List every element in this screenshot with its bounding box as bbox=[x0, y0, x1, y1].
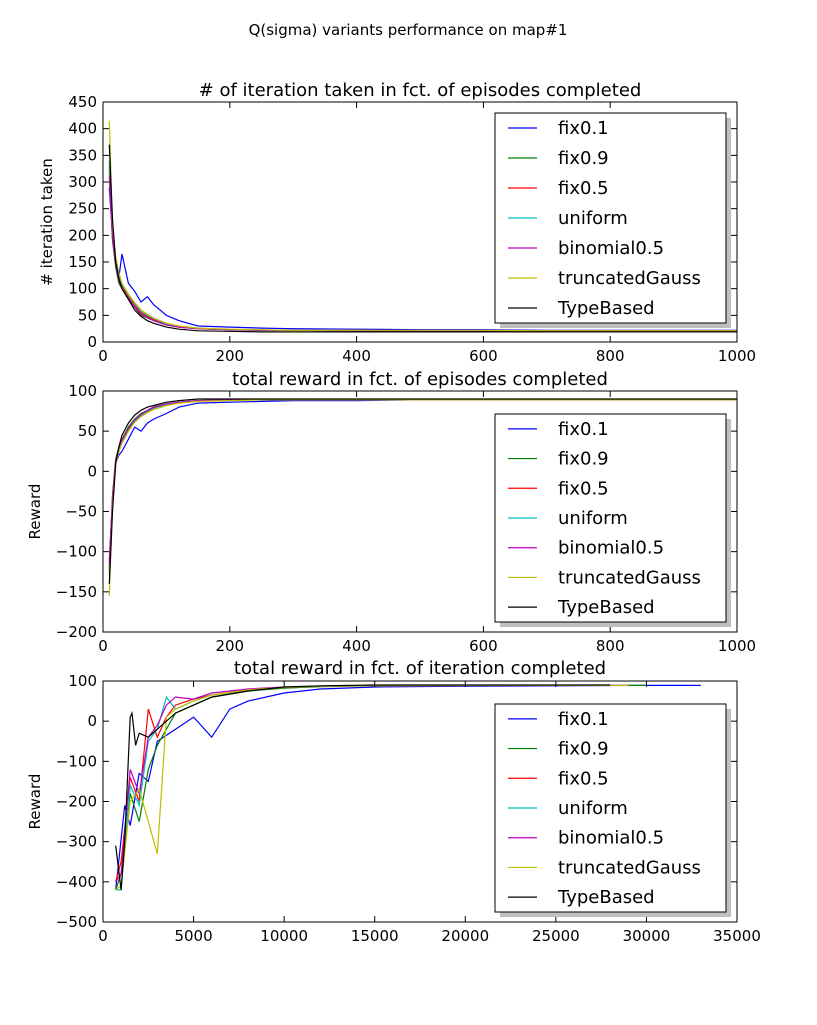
y-tick-label: −50 bbox=[65, 503, 97, 521]
legend-label-fix0.9: fix0.9 bbox=[558, 449, 609, 470]
legend: fix0.1 fix0.9 fix0.5 uniform binomial0.5 trun… bbox=[494, 413, 731, 627]
chart-panel-3: total reward in fct. of iteration comple… bbox=[26, 658, 761, 945]
x-tick-label: 25000 bbox=[532, 927, 580, 945]
y-tick-label: −200 bbox=[56, 623, 97, 641]
y-tick-label: 50 bbox=[78, 306, 97, 324]
y-tick-label: −300 bbox=[56, 833, 97, 851]
series-line-truncatedGauss bbox=[115, 684, 629, 891]
legend-label-uniform: uniform bbox=[558, 208, 628, 229]
x-tick-label: 35000 bbox=[713, 927, 761, 945]
legend-label-uniform: uniform bbox=[558, 798, 628, 819]
y-axis-label: Reward bbox=[26, 774, 44, 830]
series-line-truncatedGauss bbox=[108, 399, 737, 596]
chart-panel-2: total reward in fct. of episodes complet… bbox=[26, 369, 756, 655]
legend-label-fix0.5: fix0.5 bbox=[558, 478, 609, 499]
x-tick-label: 800 bbox=[596, 637, 625, 655]
x-tick-label: 400 bbox=[342, 637, 371, 655]
chart-panels: # of iteration taken in fct. of episodes… bbox=[26, 80, 761, 945]
y-tick-label: 200 bbox=[68, 226, 97, 244]
x-tick-label: 600 bbox=[469, 347, 498, 365]
y-tick-label: 100 bbox=[68, 672, 97, 690]
y-tick-label: −100 bbox=[56, 543, 97, 561]
legend-label-fix0.5: fix0.5 bbox=[558, 768, 609, 789]
y-tick-label: 0 bbox=[87, 333, 97, 351]
y-tick-label: −500 bbox=[56, 913, 97, 931]
x-tick-label: 20000 bbox=[441, 927, 489, 945]
series-line-TypeBased bbox=[108, 398, 737, 584]
legend-label-fix0.1: fix0.1 bbox=[558, 118, 609, 139]
legend-label-binomial0.5: binomial0.5 bbox=[558, 538, 664, 559]
x-tick-label: 600 bbox=[469, 637, 498, 655]
legend-label-binomial0.5: binomial0.5 bbox=[558, 828, 664, 849]
x-tick-label: 200 bbox=[215, 347, 244, 365]
legend-label-fix0.1: fix0.1 bbox=[558, 419, 609, 440]
legend-label-fix0.9: fix0.9 bbox=[558, 148, 609, 169]
legend: fix0.1 fix0.9 fix0.5 uniform binomial0.5 trun… bbox=[494, 112, 731, 328]
series-lines bbox=[108, 398, 737, 596]
y-tick-label: 450 bbox=[68, 93, 97, 111]
legend-label-truncatedGauss: truncatedGauss bbox=[558, 567, 701, 588]
y-tick-label: −100 bbox=[56, 752, 97, 770]
y-tick-label: 0 bbox=[87, 462, 97, 480]
series-lines bbox=[115, 684, 701, 891]
y-axis-label: # iteration taken bbox=[38, 158, 56, 285]
legend-label-TypeBased: TypeBased bbox=[557, 298, 655, 319]
y-tick-label: 150 bbox=[68, 253, 97, 271]
chart-panel-1: # of iteration taken in fct. of episodes… bbox=[38, 80, 756, 365]
x-tick-label: 1000 bbox=[718, 637, 756, 655]
legend-label-TypeBased: TypeBased bbox=[557, 597, 655, 618]
legend-label-truncatedGauss: truncatedGauss bbox=[558, 268, 701, 289]
x-tick-label: 1000 bbox=[718, 347, 756, 365]
legend-label-TypeBased: TypeBased bbox=[557, 887, 655, 908]
chart-title: # of iteration taken in fct. of episodes… bbox=[199, 80, 642, 101]
figure-suptitle: Q(sigma) variants performance on map#1 bbox=[249, 21, 568, 39]
y-tick-label: 250 bbox=[68, 200, 97, 218]
x-tick-label: 10000 bbox=[260, 927, 308, 945]
x-tick-label: 200 bbox=[215, 637, 244, 655]
x-tick-label: 15000 bbox=[351, 927, 399, 945]
series-lines bbox=[108, 120, 737, 333]
y-tick-label: 400 bbox=[68, 120, 97, 138]
x-tick-label: 5000 bbox=[174, 927, 212, 945]
x-tick-label: 0 bbox=[98, 347, 108, 365]
legend-label-truncatedGauss: truncatedGauss bbox=[558, 857, 701, 878]
legend-label-binomial0.5: binomial0.5 bbox=[558, 238, 664, 259]
x-tick-label: 400 bbox=[342, 347, 371, 365]
y-axis-label: Reward bbox=[26, 484, 44, 540]
y-tick-label: −150 bbox=[56, 583, 97, 601]
legend-label-fix0.1: fix0.1 bbox=[558, 709, 609, 730]
series-line-truncatedGauss bbox=[108, 120, 737, 332]
y-tick-label: 100 bbox=[68, 382, 97, 400]
x-tick-label: 0 bbox=[98, 927, 108, 945]
series-line-TypeBased bbox=[108, 144, 737, 333]
chart-title: total reward in fct. of iteration comple… bbox=[234, 658, 606, 679]
chart-title: total reward in fct. of episodes complet… bbox=[232, 369, 608, 390]
series-line-fix0.1 bbox=[115, 684, 701, 890]
x-tick-label: 0 bbox=[98, 637, 108, 655]
plot-frame bbox=[102, 101, 738, 343]
y-tick-label: 100 bbox=[68, 280, 97, 298]
y-tick-label: 350 bbox=[68, 146, 97, 164]
x-tick-label: 30000 bbox=[623, 927, 671, 945]
y-tick-label: −200 bbox=[56, 793, 97, 811]
y-tick-label: 0 bbox=[87, 712, 97, 730]
x-tick-label: 800 bbox=[596, 347, 625, 365]
legend-label-fix0.5: fix0.5 bbox=[558, 178, 609, 199]
legend-label-uniform: uniform bbox=[558, 508, 628, 529]
legend-label-fix0.9: fix0.9 bbox=[558, 739, 609, 760]
y-tick-label: 50 bbox=[78, 422, 97, 440]
legend: fix0.1 fix0.9 fix0.5 uniform binomial0.5 trun… bbox=[494, 703, 731, 917]
y-tick-label: 300 bbox=[68, 173, 97, 191]
y-tick-label: −400 bbox=[56, 873, 97, 891]
